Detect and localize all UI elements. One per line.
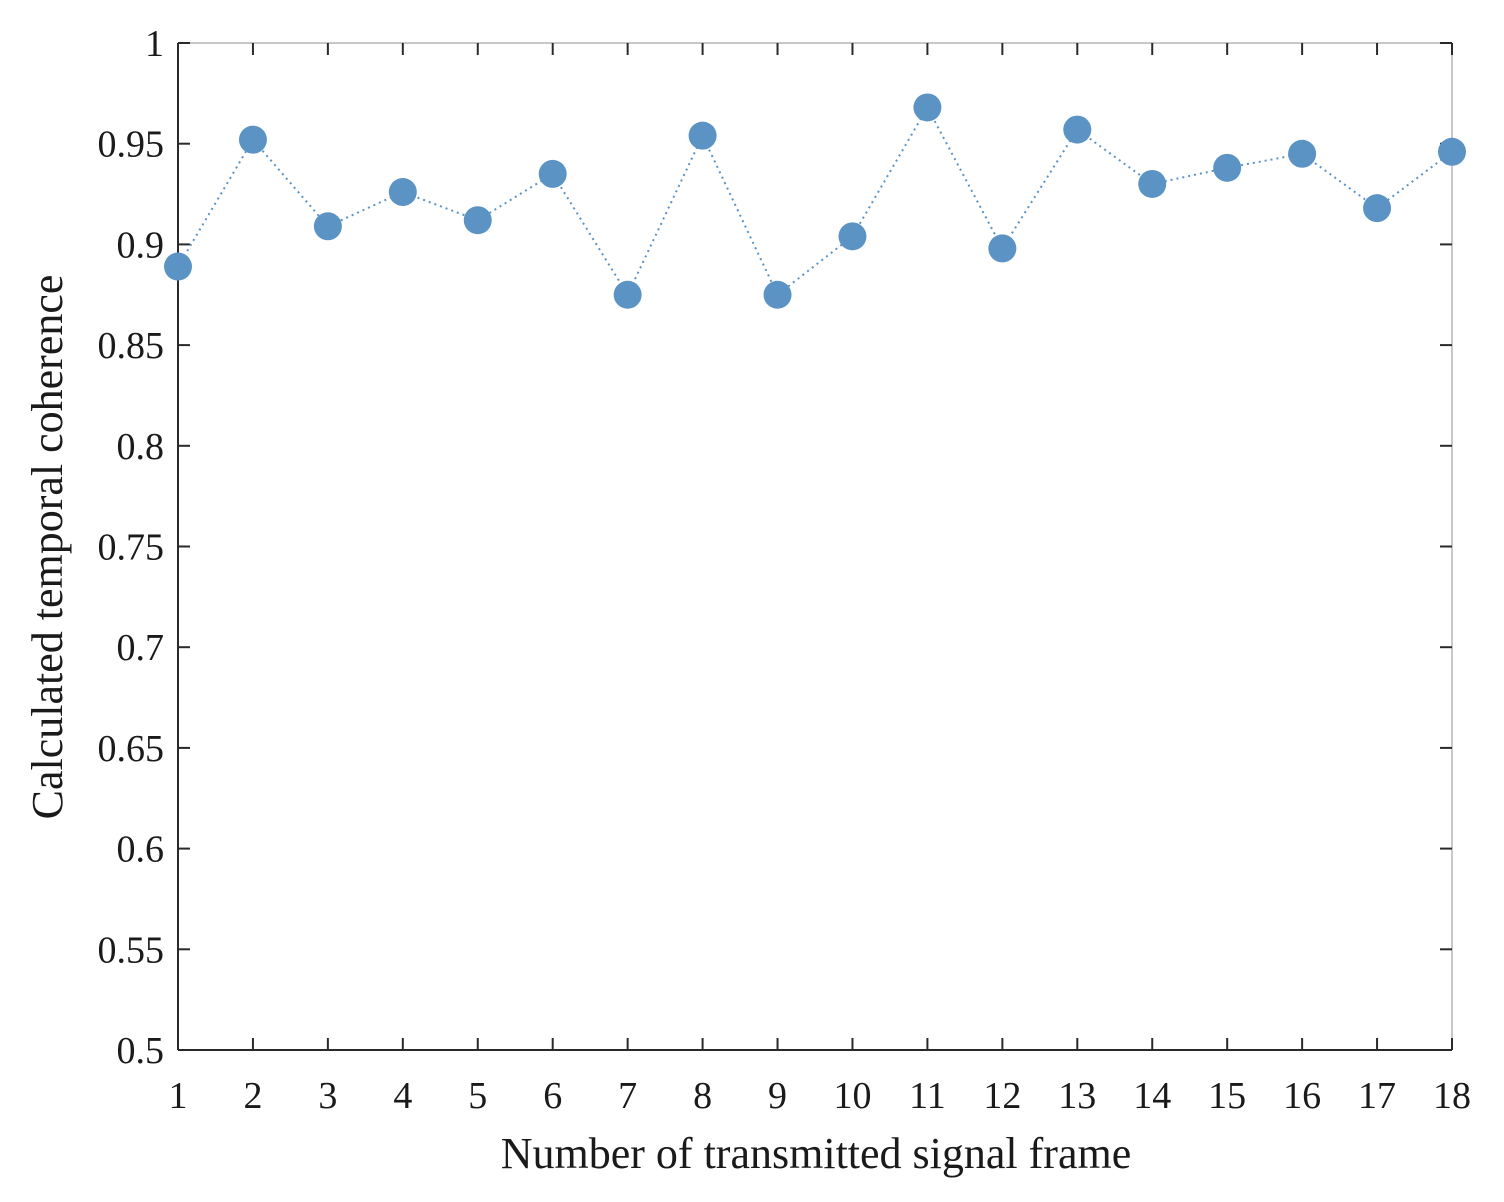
y-tick-label: 0.65	[98, 728, 165, 770]
x-tick-label: 8	[693, 1075, 712, 1117]
y-tick-label: 1	[145, 23, 164, 65]
x-tick-label: 1	[169, 1075, 188, 1117]
x-tick-label: 9	[768, 1075, 787, 1117]
data-point	[463, 206, 492, 235]
data-point	[763, 280, 792, 309]
x-axis-label: Number of transmitted signal frame	[501, 1129, 1131, 1178]
y-tick-label: 0.7	[117, 627, 165, 669]
x-tick-label: 16	[1283, 1075, 1321, 1117]
data-point	[913, 93, 942, 122]
x-tick-label: 2	[243, 1075, 262, 1117]
data-point	[1438, 137, 1466, 166]
x-tick-label: 11	[909, 1075, 946, 1117]
data-point	[688, 121, 717, 150]
y-tick-label: 0.75	[98, 527, 165, 569]
x-tick-label: 13	[1058, 1075, 1096, 1117]
y-tick-label: 0.85	[98, 325, 165, 367]
y-axis-label: Calculated temporal coherence	[23, 275, 72, 820]
data-point	[613, 280, 642, 309]
y-tick-label: 0.8	[117, 426, 165, 468]
data-point	[988, 234, 1017, 263]
data-point	[1363, 194, 1392, 223]
x-tick-label: 10	[833, 1075, 871, 1117]
plot-frame	[177, 42, 1453, 1051]
y-tick-label: 0.9	[117, 224, 165, 266]
series-line	[177, 105, 1453, 297]
series-polyline	[177, 105, 1453, 297]
data-point	[313, 212, 342, 241]
data-point	[838, 222, 867, 251]
series-points	[164, 93, 1466, 309]
data-point	[238, 125, 267, 154]
x-tick-label: 12	[983, 1075, 1021, 1117]
data-point	[538, 159, 567, 188]
data-point	[164, 252, 192, 281]
y-tick-label: 0.55	[98, 929, 165, 971]
y-tick-label: 0.95	[98, 124, 165, 166]
x-tick-label: 17	[1358, 1075, 1396, 1117]
x-tick-label: 5	[468, 1075, 487, 1117]
data-point	[1063, 115, 1092, 144]
data-point	[1213, 153, 1242, 182]
data-point	[1138, 169, 1167, 198]
data-point	[1288, 139, 1317, 168]
x-tick-label: 3	[318, 1075, 337, 1117]
x-tick-label: 6	[543, 1075, 562, 1117]
data-point	[388, 178, 417, 207]
y-tick-label: 0.5	[117, 1030, 165, 1072]
y-tick-label: 0.6	[117, 829, 165, 871]
x-tick-label: 15	[1208, 1075, 1246, 1117]
x-tick-label: 7	[618, 1075, 637, 1117]
axis-ticks	[177, 42, 1453, 1051]
x-tick-label: 14	[1133, 1075, 1171, 1117]
x-tick-label: 18	[1433, 1075, 1471, 1117]
x-tick-label: 4	[393, 1075, 412, 1117]
